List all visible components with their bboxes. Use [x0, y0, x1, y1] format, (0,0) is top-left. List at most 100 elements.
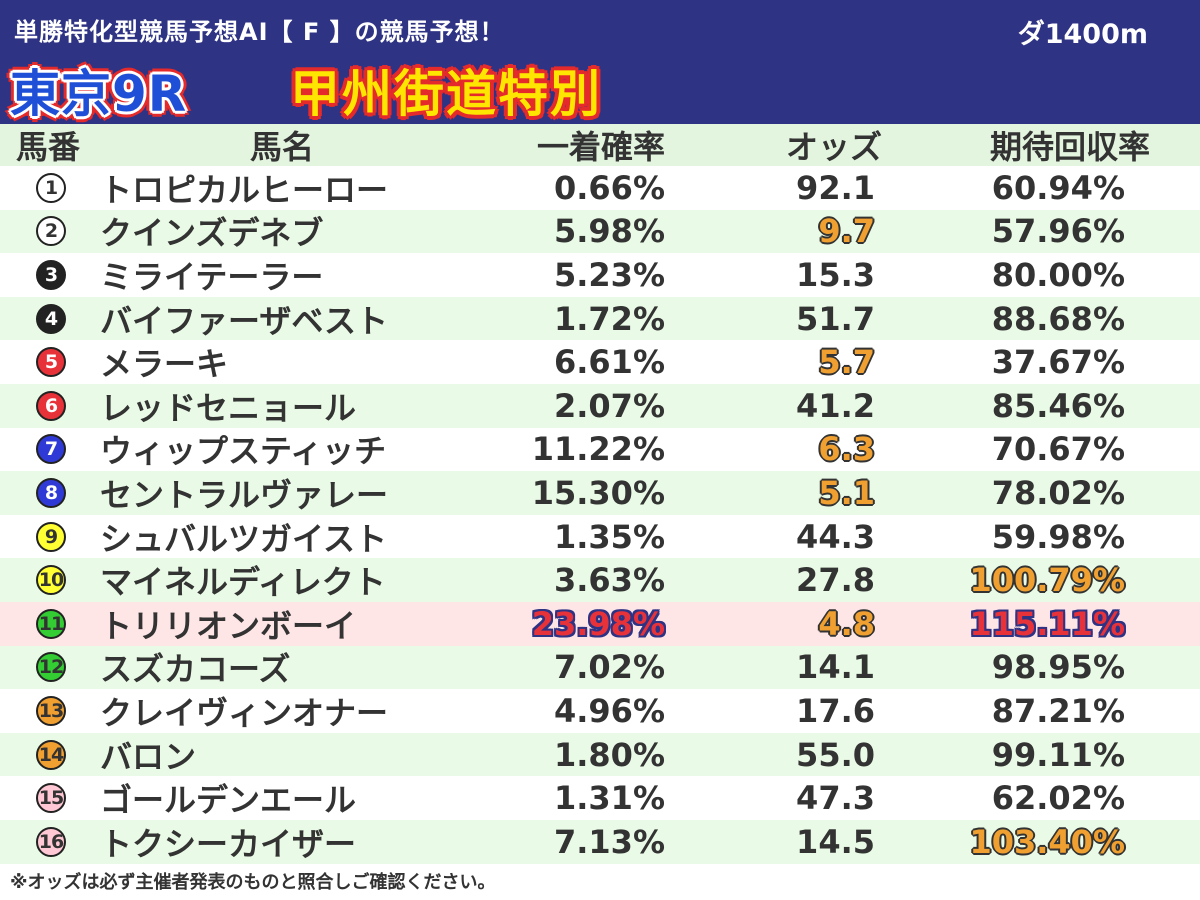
expected-return: 99.11% — [991, 735, 1125, 774]
horse-number-cell: 14 — [16, 733, 86, 777]
odds: 17.6 — [796, 691, 875, 730]
expected-return: 59.98% — [991, 517, 1125, 556]
odds: 14.5 — [796, 822, 875, 861]
horse-number-badge: 4 — [36, 303, 66, 334]
expected-return: 62.02% — [991, 779, 1125, 818]
horse-name: ミライテーラー — [100, 257, 324, 296]
race-name: 甲州街道特別 — [290, 65, 602, 123]
odds: 44.3 — [796, 517, 875, 556]
horse-number-badge: 11 — [36, 608, 66, 639]
win-probability: 7.13% — [553, 822, 665, 861]
expected-return: 60.94% — [991, 168, 1125, 207]
win-probability: 15.30% — [531, 473, 665, 512]
horse-number-cell: 13 — [16, 689, 86, 733]
horse-name: マイネルディレクト — [100, 563, 386, 602]
column-header-odds: オッズ — [785, 128, 882, 166]
horse-name: ゴールデンエール — [100, 781, 357, 820]
horse-number-badge: 16 — [36, 826, 66, 857]
horse-number-badge: 15 — [36, 783, 66, 814]
table-row: 10 マイネルディレクト 3.63% 27.8 100.79% — [0, 558, 1200, 602]
race-distance: ダ1400m — [1017, 19, 1148, 50]
win-probability: 1.35% — [553, 517, 665, 556]
odds: 55.0 — [796, 735, 875, 774]
table-row: 1 トロピカルヒーロー 0.66% 92.1 60.94% — [0, 166, 1200, 210]
expected-return: 70.67% — [991, 430, 1125, 469]
expected-return: 115.11% — [969, 604, 1125, 643]
table-body: 1 トロピカルヒーロー 0.66% 92.1 60.94% 2 クインズデネブ 5.98% 9.… — [0, 166, 1200, 864]
horse-name: トクシーカイザー — [100, 824, 357, 863]
footnote: ※オッズは必ず主催者発表のものと照合しご確認ください。 — [10, 872, 496, 893]
table-row: 3 ミライテーラー 5.23% 15.3 80.00% — [0, 253, 1200, 297]
horse-name: セントラルヴァレー — [100, 475, 389, 514]
prediction-table: 馬番 馬名 一着確率 オッズ 期待回収率 1 トロピカルヒーロー 0.66% 92.1… — [0, 124, 1200, 864]
table-row: 7 ウィップスティッチ 11.22% 6.3 70.67% — [0, 427, 1200, 472]
horse-name: トリリオンボーイ — [100, 606, 357, 645]
win-probability: 2.07% — [553, 386, 665, 425]
horse-name: クレイヴィンオナー — [100, 693, 389, 732]
horse-number-badge: 6 — [36, 390, 66, 421]
horse-name: メラーキ — [100, 345, 229, 384]
table-row: 2 クインズデネブ 5.98% 9.7 57.96% — [0, 209, 1200, 254]
odds: 92.1 — [796, 168, 875, 207]
table-row: 5 メラーキ 6.61% 5.7 37.67% — [0, 340, 1200, 384]
win-probability: 5.23% — [553, 255, 665, 294]
odds: 51.7 — [796, 299, 875, 338]
column-header-win-probability: 一着確率 — [536, 128, 665, 166]
horse-number-badge: 3 — [36, 259, 66, 290]
horse-number-badge: 9 — [36, 521, 66, 552]
expected-return: 85.46% — [991, 386, 1125, 425]
horse-number-cell: 12 — [16, 646, 86, 690]
table-row: 14 バロン 1.80% 55.0 99.11% — [0, 732, 1200, 777]
odds: 5.1 — [818, 473, 875, 512]
horse-number-cell: 7 — [16, 428, 86, 472]
horse-name: トロピカルヒーロー — [100, 170, 389, 209]
horse-number-cell: 11 — [16, 602, 86, 646]
expected-return: 37.67% — [991, 343, 1125, 382]
horse-number-badge: 10 — [36, 565, 66, 596]
horse-number-cell: 6 — [16, 384, 86, 428]
horse-name: シュバルツガイスト — [100, 519, 388, 558]
horse-number-cell: 2 — [16, 210, 86, 254]
win-probability: 23.98% — [531, 604, 665, 643]
subtitle: 単勝特化型競馬予想AI【 F 】の競馬予想！ — [14, 18, 505, 46]
table-row: 13 クレイヴィンオナー 4.96% 17.6 87.21% — [0, 689, 1200, 733]
expected-return: 100.79% — [969, 561, 1125, 600]
odds: 14.1 — [796, 648, 875, 687]
expected-return: 78.02% — [991, 473, 1125, 512]
table-row: 15 ゴールデンエール 1.31% 47.3 62.02% — [0, 776, 1200, 820]
horse-number-badge: 1 — [36, 172, 66, 203]
win-probability: 0.66% — [553, 168, 665, 207]
expected-return: 103.40% — [969, 822, 1125, 861]
horse-number-cell: 15 — [16, 776, 86, 820]
odds: 27.8 — [796, 561, 875, 600]
win-probability: 7.02% — [553, 648, 665, 687]
horse-name: レッドセニョール — [100, 388, 357, 427]
win-probability: 1.72% — [553, 299, 665, 338]
horse-name: バロン — [100, 737, 197, 776]
odds: 6.3 — [818, 430, 875, 469]
expected-return: 80.00% — [991, 255, 1125, 294]
race-id: 東京9R — [10, 65, 188, 123]
table-header-row: 馬番 馬名 一着確率 オッズ 期待回収率 — [0, 124, 1200, 166]
table-row: 6 レッドセニョール 2.07% 41.2 85.46% — [0, 383, 1200, 428]
win-probability: 3.63% — [553, 561, 665, 600]
expected-return: 87.21% — [991, 691, 1125, 730]
horse-number-cell: 9 — [16, 515, 86, 559]
table-row: 4 バイファーザベスト 1.72% 51.7 88.68% — [0, 296, 1200, 341]
table-row: 9 シュバルツガイスト 1.35% 44.3 59.98% — [0, 514, 1200, 559]
win-probability: 1.31% — [553, 779, 665, 818]
column-header-expected-return: 期待回収率 — [989, 128, 1150, 166]
horse-number-cell: 16 — [16, 820, 86, 864]
horse-number-cell: 1 — [16, 166, 86, 210]
horse-number-badge: 8 — [36, 477, 66, 508]
horse-name: クインズデネブ — [100, 214, 324, 253]
horse-name: スズカコーズ — [100, 650, 291, 689]
win-probability: 1.80% — [553, 735, 665, 774]
odds: 15.3 — [796, 255, 875, 294]
expected-return: 88.68% — [991, 299, 1125, 338]
horse-name: ウィップスティッチ — [100, 432, 387, 471]
column-header-name: 馬名 — [250, 128, 315, 166]
odds: 5.7 — [818, 343, 875, 382]
table-row: 16 トクシーカイザー 7.13% 14.5 103.40% — [0, 819, 1200, 864]
expected-return: 57.96% — [991, 212, 1125, 251]
